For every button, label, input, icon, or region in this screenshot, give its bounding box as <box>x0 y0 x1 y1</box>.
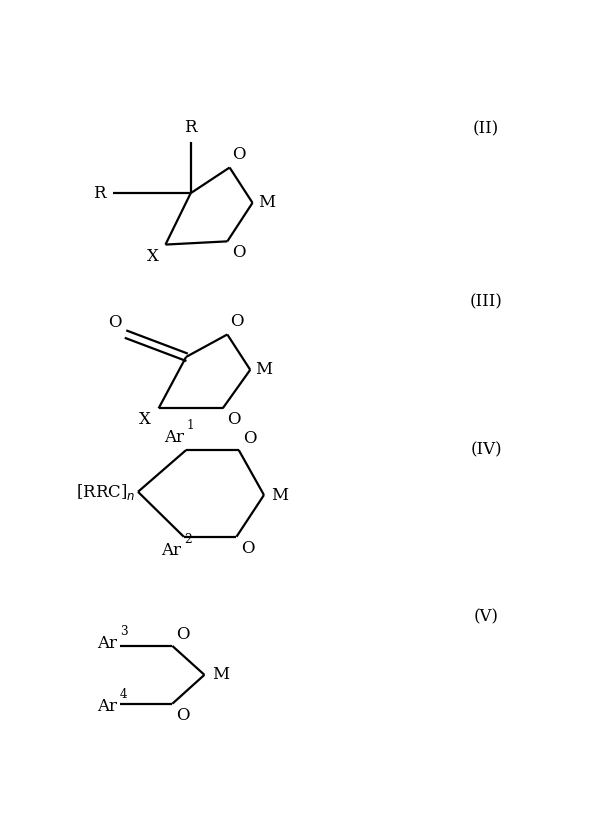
Text: X: X <box>147 248 158 264</box>
Text: O: O <box>176 706 189 724</box>
Text: O: O <box>232 146 245 163</box>
Text: M: M <box>258 194 275 211</box>
Text: O: O <box>228 411 241 429</box>
Text: O: O <box>243 430 257 447</box>
Text: M: M <box>255 361 272 379</box>
Text: O: O <box>108 314 122 331</box>
Text: O: O <box>232 244 245 261</box>
Text: R: R <box>93 184 105 202</box>
Text: (II): (II) <box>473 120 499 138</box>
Text: R: R <box>184 119 197 136</box>
Text: 3: 3 <box>119 626 127 638</box>
Text: (V): (V) <box>473 609 499 626</box>
Text: (IV): (IV) <box>470 441 502 459</box>
Text: 1: 1 <box>186 420 194 432</box>
Text: Ar: Ar <box>98 698 118 715</box>
Text: 2: 2 <box>184 534 191 546</box>
Text: Ar: Ar <box>161 542 181 560</box>
Text: O: O <box>241 540 255 557</box>
Text: O: O <box>176 626 189 643</box>
Text: Ar: Ar <box>98 635 118 652</box>
Text: X: X <box>139 411 151 429</box>
Text: M: M <box>271 486 288 504</box>
Text: O: O <box>230 313 243 330</box>
Text: (III): (III) <box>470 294 502 311</box>
Text: 4: 4 <box>119 688 127 701</box>
Text: M: M <box>212 666 229 683</box>
Text: Ar: Ar <box>164 429 184 445</box>
Text: [RRC]$_n$: [RRC]$_n$ <box>76 482 136 502</box>
